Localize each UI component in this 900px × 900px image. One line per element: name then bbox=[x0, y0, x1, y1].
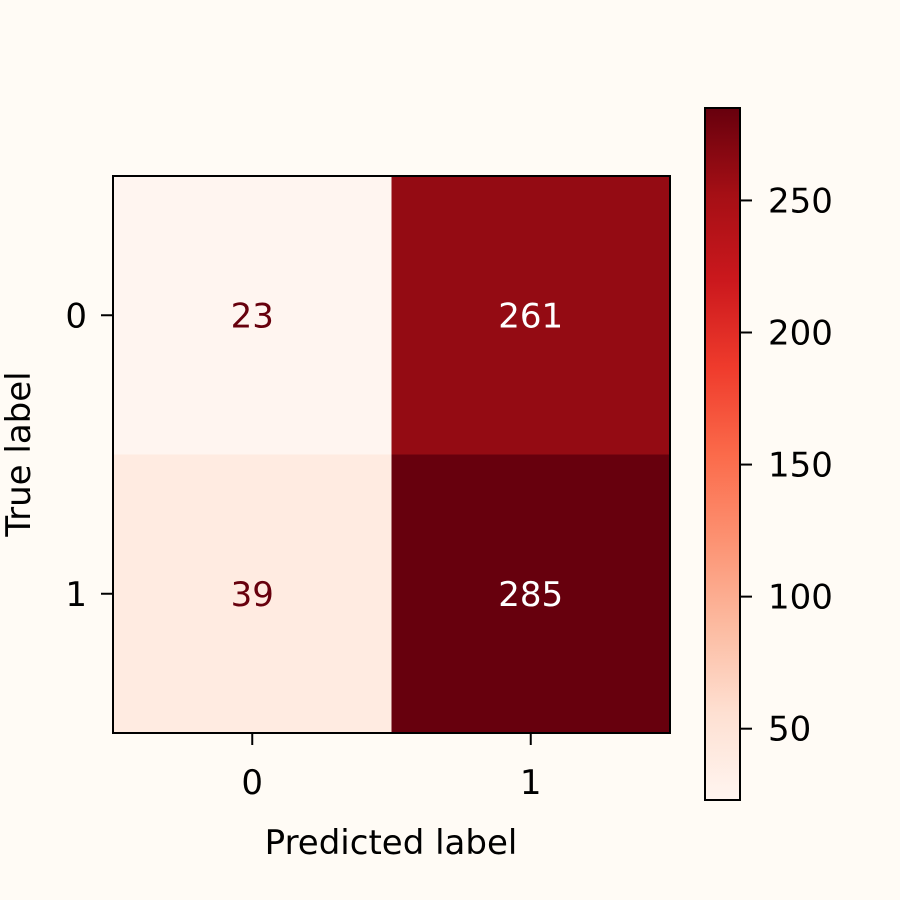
x-tick-label: 1 bbox=[520, 763, 542, 803]
matrix-cell-1-0 bbox=[113, 454, 392, 734]
colorbar-ticks: 50 100 150 200 250 bbox=[740, 181, 833, 750]
cell-value-0-0: 23 bbox=[231, 296, 274, 336]
colorbar-tick-label: 200 bbox=[768, 314, 833, 354]
cell-value-0-1: 261 bbox=[498, 296, 563, 336]
plot-frame bbox=[112, 175, 671, 734]
colorbar-tick-label: 100 bbox=[768, 578, 833, 618]
matrix-cell-0-0 bbox=[113, 176, 392, 455]
colorbar bbox=[704, 107, 741, 801]
x-axis-label: Predicted label bbox=[265, 823, 518, 863]
matrix-cell-0-1 bbox=[391, 176, 671, 455]
colorbar-tick-label: 150 bbox=[768, 446, 833, 486]
cell-value-1-0: 39 bbox=[231, 575, 274, 615]
y-tick-label: 0 bbox=[65, 296, 87, 336]
matrix-cells bbox=[113, 176, 671, 734]
cell-value-1-1: 285 bbox=[498, 575, 563, 615]
colorbar-tick-label: 250 bbox=[768, 181, 833, 221]
colorbar-tick-label: 50 bbox=[768, 710, 811, 750]
y-axis-ticks: 01 bbox=[65, 296, 113, 615]
x-tick-label: 0 bbox=[241, 763, 263, 803]
y-axis-label: True label bbox=[0, 371, 39, 537]
y-tick-label: 1 bbox=[65, 575, 87, 615]
matrix-cell-labels: 23 261 39 285 bbox=[231, 296, 564, 615]
matrix-cell-1-1 bbox=[391, 454, 671, 734]
